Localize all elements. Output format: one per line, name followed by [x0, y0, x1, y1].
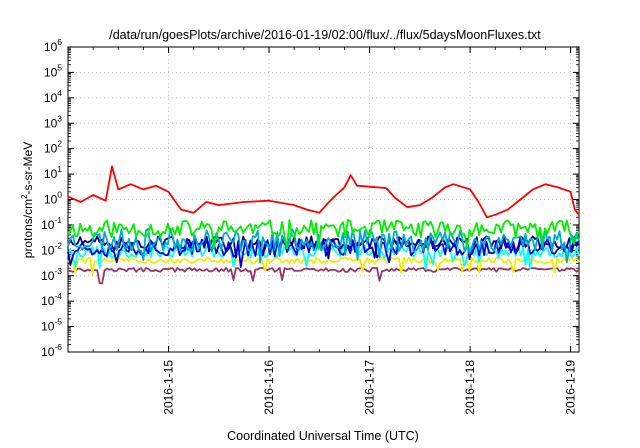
- chart-title: /data/run/goesPlots/archive/2016-01-19/0…: [109, 28, 541, 42]
- y-tick-mantissa: 10: [44, 40, 58, 54]
- x-axis: 2016-1-15 2016-1-16 2016-1-17 2016-1-18 2016…: [67, 47, 578, 415]
- grid: [68, 47, 579, 352]
- y-tick-mantissa: 10: [41, 218, 55, 232]
- x-tick-label: 2016-1-17: [363, 360, 377, 415]
- y-tick-label: 10-4: [41, 291, 62, 308]
- y-tick-label: 100: [44, 190, 62, 207]
- y-tick-label: 10-1: [41, 215, 62, 232]
- series-group: [67, 165, 580, 285]
- y-tick-label: 106: [44, 37, 62, 54]
- y-tick-exponent: -5: [54, 317, 62, 327]
- y-tick-mantissa: 10: [41, 269, 55, 283]
- x-tick-label: 2016-1-19: [564, 360, 578, 415]
- x-tick-label: 2016-1-15: [162, 360, 176, 415]
- y-tick-label: 104: [44, 88, 62, 105]
- y-axis-label-rest: -s-sr-MeV: [21, 142, 35, 195]
- series-line: [67, 256, 580, 276]
- y-tick-mantissa: 10: [44, 167, 58, 181]
- y-tick-mantissa: 10: [41, 243, 55, 257]
- y-tick-exponent: -6: [54, 342, 62, 352]
- y-tick-exponent: -3: [54, 266, 62, 276]
- y-tick-mantissa: 10: [44, 142, 58, 156]
- series-line: [67, 267, 580, 285]
- y-tick-mantissa: 10: [41, 294, 55, 308]
- series-line: [67, 227, 580, 264]
- y-tick-label: 105: [44, 62, 62, 79]
- y-axis-label: protons/cm2-s-sr-MeV: [20, 142, 35, 258]
- y-tick-mantissa: 10: [44, 193, 58, 207]
- y-tick-mantissa: 10: [44, 65, 58, 79]
- y-tick-label: 10-6: [41, 342, 62, 359]
- y-tick-mantissa: 10: [44, 91, 58, 105]
- y-axis-label-sup: 2: [20, 194, 29, 199]
- y-axis: 10-610-510-410-310-210-11001011021031041…: [41, 37, 579, 359]
- y-tick-exponent: -1: [54, 215, 62, 225]
- y-tick-label: 10-2: [41, 240, 62, 257]
- y-tick-exponent: 1: [57, 164, 62, 174]
- x-axis-label: Coordinated Universal Time (UTC): [227, 429, 419, 443]
- series-line: [67, 238, 580, 268]
- y-tick-mantissa: 10: [41, 345, 55, 359]
- y-tick-exponent: 3: [57, 113, 62, 123]
- x-tick-label: 2016-1-18: [463, 360, 477, 415]
- y-tick-exponent: 0: [57, 190, 62, 200]
- series-line: [67, 165, 580, 219]
- y-tick-mantissa: 10: [41, 320, 55, 334]
- y-axis-label-base: protons/cm: [21, 199, 35, 258]
- x-tick-label: 2016-1-16: [262, 360, 276, 415]
- y-tick-exponent: -2: [54, 240, 62, 250]
- y-tick-exponent: 6: [57, 37, 62, 47]
- y-tick-exponent: 2: [57, 139, 62, 149]
- y-tick-label: 101: [44, 164, 62, 181]
- y-tick-exponent: 5: [57, 62, 62, 72]
- y-tick-label: 10-5: [41, 317, 62, 334]
- y-tick-label: 103: [44, 113, 62, 130]
- y-tick-mantissa: 10: [44, 116, 58, 130]
- y-tick-label: 10-3: [41, 266, 62, 283]
- series-line: [67, 219, 580, 250]
- y-tick-exponent: 4: [57, 88, 62, 98]
- y-tick-label: 102: [44, 139, 62, 156]
- y-tick-exponent: -4: [54, 291, 62, 301]
